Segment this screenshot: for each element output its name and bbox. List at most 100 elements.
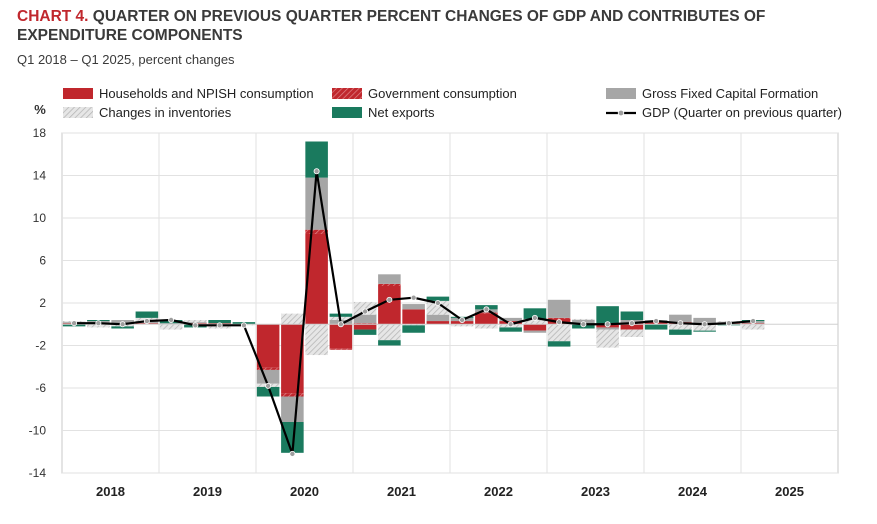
bar-net_exports — [111, 326, 134, 329]
bar-net_exports — [208, 320, 231, 324]
bar-gfcf — [305, 177, 328, 230]
gdp-point — [628, 320, 635, 327]
year-label: 2021 — [387, 484, 416, 499]
bar-inventories — [378, 324, 401, 341]
bar-government — [353, 323, 377, 325]
year-label: 2018 — [96, 484, 125, 499]
gdp-point — [362, 308, 369, 315]
bar-net_exports — [353, 329, 377, 335]
bar-gfcf — [523, 330, 547, 333]
chart-number: CHART 4. — [17, 8, 89, 25]
y-tick-label: -14 — [29, 466, 47, 480]
gdp-point — [313, 168, 320, 175]
bar-government — [547, 317, 571, 319]
y-tick-label: 14 — [33, 169, 47, 183]
legend-item-net_exports: Net exports — [332, 105, 435, 120]
bar-inventories — [669, 324, 692, 330]
gdp-point — [483, 306, 490, 313]
legend-item-inventories: Changes in inventories — [63, 105, 232, 120]
y-tick-label: 2 — [39, 296, 46, 310]
bar-gfcf — [499, 317, 522, 322]
bar-net_exports — [305, 141, 328, 178]
gdp-point — [556, 319, 563, 326]
legend-swatch-gfcf — [606, 88, 636, 99]
legend-swatch-net_exports — [332, 107, 362, 118]
bar-net_exports — [669, 329, 692, 335]
gdp-point — [143, 318, 150, 325]
bar-net_exports — [402, 325, 425, 333]
bar-inventories — [475, 324, 498, 329]
chart-subtitle: Q1 2018 – Q1 2025, percent changes — [17, 52, 235, 67]
gdp-point — [168, 316, 175, 323]
year-label: 2025 — [775, 484, 804, 499]
gdp-point — [459, 316, 466, 323]
legend-item-government: Government consumption — [332, 86, 517, 101]
bar-net_exports — [378, 340, 401, 346]
gdp-point — [265, 382, 272, 389]
bar-gfcf — [547, 299, 571, 318]
bar-gfcf — [402, 304, 425, 310]
gdp-point — [434, 299, 441, 306]
gdp-point — [95, 320, 102, 327]
legend-swatch-gdp-marker — [617, 109, 625, 117]
bar-inventories — [450, 324, 474, 327]
bar-gfcf — [669, 314, 692, 323]
year-label: 2020 — [290, 484, 319, 499]
legend-item-gdp: GDP (Quarter on previous quarter) — [606, 105, 842, 120]
legend-item-households: Households and NPISH consumption — [63, 86, 314, 101]
bar-gfcf — [426, 314, 450, 322]
bar-government — [329, 348, 353, 350]
gdp-point — [750, 318, 757, 325]
gdp-point — [507, 321, 514, 328]
bar-government — [475, 312, 498, 314]
gdp-point — [677, 320, 684, 327]
chart-title-text: QUARTER ON PREVIOUS QUARTER PERCENT CHAN… — [17, 8, 766, 44]
legend-item-gfcf: Gross Fixed Capital Formation — [606, 86, 818, 101]
gdp-point — [725, 320, 732, 327]
gdp-point — [337, 321, 344, 328]
bar-households — [620, 324, 644, 330]
bar-net_exports — [499, 327, 522, 332]
legend-label-net_exports: Net exports — [368, 105, 435, 120]
gdp-point — [386, 296, 393, 303]
legend-label-government: Government consumption — [368, 86, 517, 101]
bar-net_exports — [281, 422, 304, 453]
bar-inventories — [693, 324, 716, 331]
bar-inventories — [159, 324, 183, 330]
bar-inventories — [596, 329, 619, 348]
bar-households — [256, 324, 280, 368]
gdp-point — [701, 321, 708, 328]
y-tick-label: -10 — [29, 424, 47, 438]
legend-label-gdp: GDP (Quarter on previous quarter) — [642, 105, 842, 120]
bar-net_exports — [426, 296, 450, 301]
legend-swatch-households — [63, 88, 93, 99]
legend: Households and NPISH consumption Governme… — [63, 86, 842, 120]
bar-households — [353, 324, 377, 330]
bar-inventories — [547, 324, 571, 342]
bar-households — [402, 309, 425, 325]
gdp-point — [653, 318, 660, 325]
bar-net_exports — [644, 324, 668, 330]
bar-households — [305, 233, 328, 325]
gdp-point — [71, 320, 78, 327]
year-label: 2024 — [678, 484, 708, 499]
y-tick-label: 6 — [39, 254, 46, 268]
bar-net_exports — [596, 306, 619, 325]
bar-gfcf — [596, 327, 619, 330]
gdp-point — [410, 294, 417, 301]
bar-government — [281, 393, 304, 397]
bar-inventories — [523, 318, 547, 325]
bar-inventories — [305, 324, 328, 356]
bar-inventories — [281, 313, 304, 325]
y-tick-label: -2 — [35, 339, 46, 353]
year-label: 2019 — [193, 484, 222, 499]
bar-net_exports — [329, 313, 353, 317]
y-tick-label: 10 — [33, 211, 47, 225]
bar-government — [378, 283, 401, 286]
year-label: 2023 — [581, 484, 610, 499]
y-tick-label: 18 — [33, 126, 47, 140]
bar-households — [475, 313, 498, 325]
y-tick-label: -6 — [35, 381, 46, 395]
bar-net_exports — [135, 311, 159, 318]
